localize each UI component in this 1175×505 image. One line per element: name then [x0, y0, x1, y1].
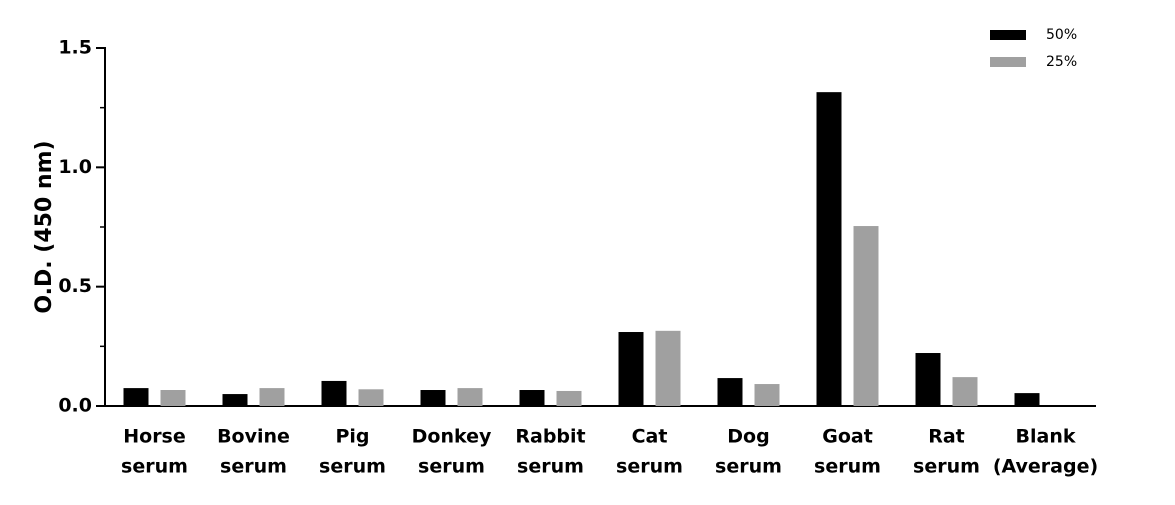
legend-swatch	[990, 30, 1026, 40]
legend-label: 50%	[1046, 27, 1077, 43]
bar	[321, 380, 347, 406]
bar	[420, 390, 446, 406]
bar	[123, 388, 149, 406]
x-tick-label: Goat	[822, 426, 873, 448]
x-tick-label: serum	[616, 456, 683, 478]
bar	[853, 226, 879, 406]
bar	[259, 388, 285, 406]
x-tick-label: serum	[517, 456, 584, 478]
bar	[358, 389, 384, 406]
bar	[457, 388, 483, 406]
y-tick-label: 1.0	[58, 156, 92, 178]
legend-swatch	[990, 57, 1026, 67]
y-axis-label: O.D. (450 nm)	[32, 140, 57, 313]
bar	[222, 394, 248, 406]
x-tick-label: serum	[814, 456, 881, 478]
x-tick-label: Dog	[727, 426, 769, 448]
legend-label: 25%	[1046, 54, 1077, 70]
bar	[160, 390, 186, 406]
bar	[952, 377, 978, 406]
bar	[556, 390, 582, 406]
x-tick-label: Donkey	[412, 426, 492, 448]
x-tick-label: Rabbit	[515, 426, 585, 448]
x-tick-label: serum	[220, 456, 287, 478]
x-tick-label: serum	[319, 456, 386, 478]
x-tick-label: Bovine	[217, 426, 290, 448]
y-tick-label: 0.0	[58, 395, 92, 417]
x-tick-label: serum	[715, 456, 782, 478]
bar	[915, 353, 941, 406]
x-tick-label: Blank	[1016, 426, 1076, 448]
bar	[816, 92, 842, 407]
bar	[754, 384, 780, 406]
x-tick-label: (Average)	[993, 456, 1098, 478]
x-tick-label: serum	[121, 456, 188, 478]
y-tick-label: 1.5	[58, 37, 92, 59]
bar	[618, 332, 644, 406]
bar	[655, 330, 681, 406]
x-tick-label: serum	[418, 456, 485, 478]
x-tick-label: Pig	[335, 426, 369, 448]
bar	[1014, 393, 1040, 406]
x-tick-label: serum	[913, 456, 980, 478]
y-tick-label: 0.5	[58, 275, 92, 297]
bar	[717, 378, 743, 406]
x-tick-label: Horse	[123, 426, 186, 448]
bar	[519, 390, 545, 406]
x-tick-label: Rat	[928, 426, 965, 448]
x-tick-label: Cat	[632, 426, 668, 448]
